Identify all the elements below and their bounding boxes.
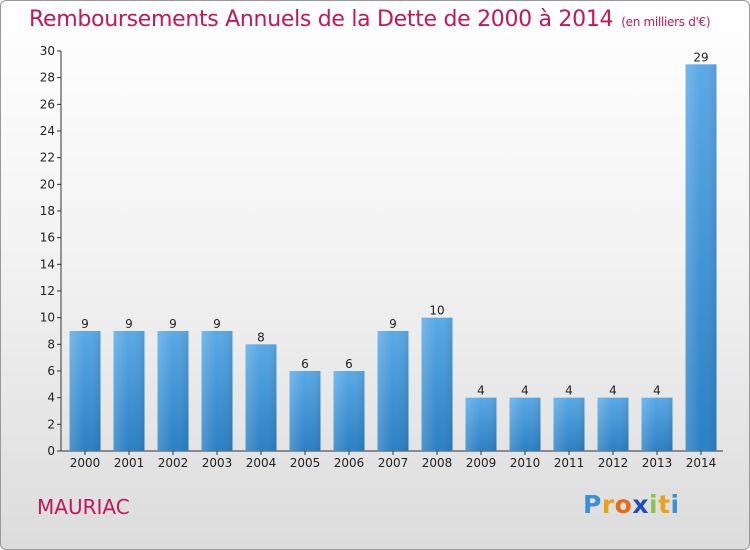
- logo-letter: P: [583, 490, 602, 519]
- data-label: 9: [169, 317, 177, 331]
- y-tick-label: 30: [40, 44, 55, 58]
- chart-title: Remboursements Annuels de la Dette de 20…: [29, 7, 711, 32]
- y-tick-label: 14: [40, 257, 55, 271]
- data-label: 4: [653, 384, 661, 398]
- y-tick-label: 16: [40, 231, 55, 245]
- bar-shading: [201, 331, 233, 451]
- x-tick-label: 2006: [334, 456, 365, 470]
- bar-shading: [509, 397, 541, 451]
- proxiti-logo: Proxiti: [583, 490, 680, 519]
- logo-letter: x: [632, 490, 649, 519]
- y-tick-label: 6: [47, 364, 55, 378]
- y-tick-label: 10: [40, 311, 55, 325]
- data-label: 4: [609, 384, 617, 398]
- data-label: 8: [257, 330, 265, 344]
- x-tick-label: 2001: [114, 456, 145, 470]
- bar-shading: [553, 397, 585, 451]
- data-label: 9: [389, 317, 397, 331]
- data-label: 9: [81, 317, 89, 331]
- chart-title-text: Remboursements Annuels de la Dette de 20…: [29, 7, 614, 32]
- x-tick-label: 2000: [70, 456, 101, 470]
- data-label: 10: [429, 304, 444, 318]
- y-tick-label: 28: [40, 71, 55, 85]
- bar-shading: [641, 397, 673, 451]
- data-label: 6: [345, 357, 353, 371]
- x-tick-label: 2007: [378, 456, 409, 470]
- x-tick-label: 2005: [290, 456, 321, 470]
- y-tick-label: 20: [40, 177, 55, 191]
- chart-labels: 2000 9 2001 9 2002 9 2003 9 2004 8 2005 6 2006 6 2007 9…: [70, 50, 717, 470]
- x-tick-label: 2002: [158, 456, 189, 470]
- logo-letter: i: [649, 490, 659, 519]
- y-tick-label: 24: [40, 124, 55, 138]
- bar-shading: [333, 371, 365, 451]
- y-tick-label: 26: [40, 97, 55, 111]
- x-tick-label: 2011: [554, 456, 585, 470]
- bar-shading: [465, 397, 497, 451]
- data-label: 6: [301, 357, 309, 371]
- bar-shading: [421, 317, 453, 451]
- bar-shading: [597, 397, 629, 451]
- x-tick-label: 2009: [466, 456, 497, 470]
- chart-bars: [69, 64, 717, 452]
- y-tick-label: 12: [40, 284, 55, 298]
- logo-letter: t: [658, 490, 671, 519]
- bar-shading: [157, 331, 189, 451]
- x-tick-label: 2003: [202, 456, 233, 470]
- y-tick-label: 2: [47, 417, 55, 431]
- x-tick-label: 2010: [510, 456, 541, 470]
- commune-name: MAURIAC: [37, 495, 130, 519]
- data-label: 4: [521, 384, 529, 398]
- x-tick-label: 2008: [422, 456, 453, 470]
- bar-shading: [69, 331, 101, 451]
- y-tick-label: 22: [40, 151, 55, 165]
- bar-shading: [289, 371, 321, 451]
- data-label: 29: [693, 50, 708, 64]
- y-tick-label: 8: [47, 337, 55, 351]
- data-label: 4: [565, 384, 573, 398]
- y-tick-label: 0: [47, 444, 55, 458]
- logo-letter: o: [614, 490, 633, 519]
- data-label: 9: [213, 317, 221, 331]
- data-label: 9: [125, 317, 133, 331]
- bar-shading: [377, 331, 409, 451]
- bar-shading: [113, 331, 145, 451]
- y-tick-label: 18: [40, 204, 55, 218]
- logo-letter: i: [670, 490, 680, 519]
- x-tick-label: 2013: [642, 456, 673, 470]
- bar-shading: [685, 64, 717, 452]
- logo-letter: r: [601, 490, 615, 519]
- x-tick-label: 2004: [246, 456, 277, 470]
- bar-shading: [245, 344, 277, 451]
- chart-subtitle: (en milliers d'€): [621, 15, 711, 29]
- x-tick-label: 2014: [686, 456, 717, 470]
- x-tick-label: 2012: [598, 456, 629, 470]
- data-label: 4: [477, 384, 485, 398]
- y-tick-label: 4: [47, 391, 55, 405]
